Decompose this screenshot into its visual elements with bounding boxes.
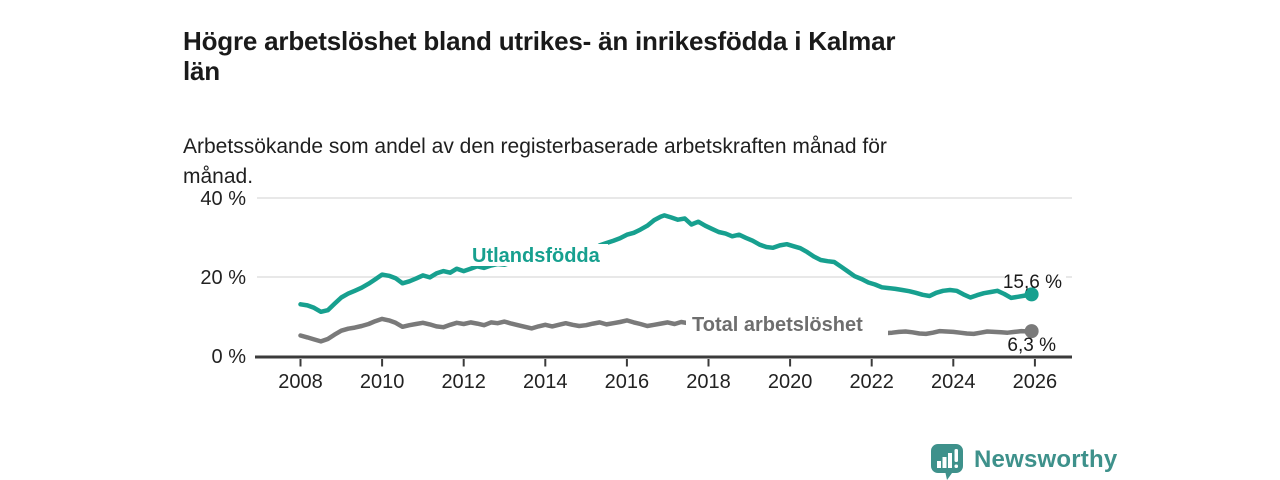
x-tick-label-2020: 2020 [768,371,813,393]
label-mask [686,313,888,337]
title-line-1: Högre arbetslöshet bland utrikes- än inr… [183,26,896,57]
label-mask [1010,339,1060,355]
label-mask [1004,271,1066,291]
x-tick-label-2014: 2014 [523,371,568,393]
x-tick-label-2024: 2024 [931,371,976,393]
series-lines [298,213,1034,344]
newsworthy-bubble-chart-icon [931,444,963,480]
x-tick-label-2012: 2012 [441,371,486,393]
series-label-utlandsfodda: Utlandsfödda [472,245,601,267]
x-tick-label-2016: 2016 [605,371,650,393]
title-line-2: län [183,56,220,87]
x-axis: 2008 2010 2012 2014 2016 2018 2020 2022 2024 2026 [255,355,1072,393]
y-tick-label-20: 20 % [200,267,246,289]
page-title: Högre arbetslöshet bland utrikes- än inr… [183,26,1093,86]
y-tick-label-40: 40 % [200,188,246,210]
x-tick-label-2026: 2026 [1013,371,1058,393]
series-line-total-arbetsloshet [298,316,1034,344]
newsworthy-logo: Newsworthy [930,443,1117,480]
label-mask [466,244,608,266]
series-labels: Utlandsfödda Total arbetslöshet [472,245,863,336]
gridlines [257,197,1072,278]
x-tick-label-2010: 2010 [360,371,405,393]
series-label-total-arbetsloshet: Total arbetslöshet [692,314,863,336]
y-axis-labels: 0 % 20 % 40 % [200,188,246,368]
chart-subtitle: Arbetssökande som andel av den registerb… [183,132,1033,192]
newsworthy-wordmark: Newsworthy [974,446,1118,473]
end-value-label-total-arbetsloshet: 6,3 % [1007,335,1056,356]
x-tick-label-2018: 2018 [686,371,731,393]
y-tick-label-0: 0 % [212,346,247,368]
end-dot-total-arbetsloshet [1024,324,1039,339]
end-dot-utlandsfodda [1024,287,1039,302]
subtitle-line-1: Arbetssökande som andel av den registerb… [183,135,887,158]
subtitle-line-2: månad. [183,165,254,188]
series-line-utlandsfodda [298,213,1034,315]
label-masks [466,244,1066,355]
series-end-value-labels: 15,6 % 6,3 % [1003,272,1062,356]
x-tick-label-2022: 2022 [849,371,894,393]
series-end-dots [1024,287,1039,339]
end-value-label-utlandsfodda: 15,6 % [1003,272,1062,293]
x-tick-label-2008: 2008 [278,371,323,393]
